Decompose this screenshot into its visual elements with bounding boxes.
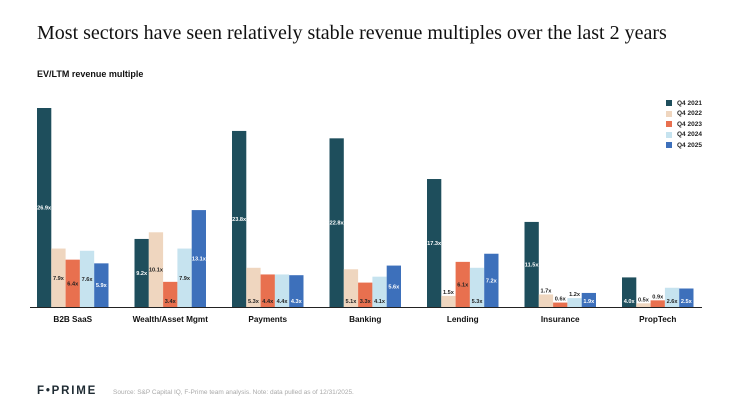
legend-label: Q4 2021 bbox=[677, 99, 702, 107]
category-label: Lending bbox=[447, 315, 479, 324]
bar-value-label: 5.9x bbox=[96, 283, 108, 289]
legend-item: Q4 2021 bbox=[666, 98, 702, 109]
bar-value-label: 5.1x bbox=[346, 299, 358, 305]
bar-q4-2025 bbox=[581, 292, 596, 307]
bar-value-label: 7.6x bbox=[82, 277, 94, 283]
bar-value-label: 5.3x bbox=[248, 299, 260, 305]
bar-value-label: 13.1x bbox=[192, 257, 207, 263]
bar-q4-2023 bbox=[65, 259, 80, 307]
bar-value-label: 5.6x bbox=[388, 284, 400, 290]
bar-value-label: 7.9x bbox=[179, 276, 191, 282]
bar-q4-2024 bbox=[177, 248, 192, 307]
legend-swatch bbox=[666, 142, 672, 149]
bar-value-label: 1.2x bbox=[569, 292, 581, 298]
bar-q4-2024 bbox=[274, 274, 290, 307]
bar-value-label: 3.4x bbox=[165, 299, 177, 305]
bar-q4-2021 bbox=[524, 221, 539, 307]
bar-q4-2022 bbox=[538, 294, 554, 307]
bar-q4-2024 bbox=[79, 250, 95, 307]
bar-q4-2023 bbox=[358, 282, 373, 307]
bar-q4-2023 bbox=[553, 302, 568, 307]
legend-item: Q4 2022 bbox=[666, 109, 702, 120]
legend-item: Q4 2024 bbox=[666, 130, 702, 141]
bar-value-label: 10.1x bbox=[149, 268, 164, 274]
bar-q4-2021 bbox=[232, 130, 247, 307]
legend-label: Q4 2025 bbox=[677, 141, 702, 149]
bar-value-label: 0.9x bbox=[652, 294, 664, 300]
bar-value-label: 4.4x bbox=[262, 299, 274, 305]
bar-q4-2022 bbox=[636, 303, 651, 307]
bar-value-label: 5.3x bbox=[472, 299, 484, 305]
legend-label: Q4 2024 bbox=[677, 131, 702, 139]
bar-value-label: 4.4x bbox=[277, 299, 289, 305]
bar-q4-2024 bbox=[372, 276, 387, 307]
bar-q4-2021 bbox=[622, 277, 637, 307]
bar-value-label: 23.8x bbox=[232, 217, 247, 223]
bar-q4-2025 bbox=[191, 210, 206, 307]
y-axis-label: EV/LTM revenue multiple bbox=[37, 69, 144, 79]
legend-item: Q4 2025 bbox=[666, 140, 702, 151]
bar-q4-2025 bbox=[386, 265, 401, 307]
bar-value-label: 26.9x bbox=[37, 206, 52, 212]
legend-item: Q4 2023 bbox=[666, 119, 702, 130]
bar-value-label: 2.6x bbox=[667, 299, 679, 305]
bar-q4-2022 bbox=[343, 269, 359, 307]
bar-q4-2021 bbox=[134, 238, 149, 307]
legend-swatch bbox=[666, 100, 672, 107]
bar-value-label: 4.1x bbox=[374, 299, 386, 305]
category-label: Banking bbox=[349, 315, 381, 324]
bar-q4-2021 bbox=[427, 179, 442, 307]
bar-q4-2024 bbox=[469, 267, 485, 307]
bar-q4-2023 bbox=[260, 274, 275, 307]
legend-label: Q4 2022 bbox=[677, 110, 702, 118]
category-label: PropTech bbox=[639, 315, 676, 324]
bar-q4-2024 bbox=[567, 298, 582, 307]
legend-swatch bbox=[666, 110, 672, 117]
bar-q4-2025 bbox=[94, 263, 109, 307]
legend-swatch bbox=[666, 121, 672, 128]
bar-value-label: 6.4x bbox=[67, 281, 79, 287]
bar-value-label: 0.5x bbox=[638, 297, 650, 303]
bar-value-label: 3.3x bbox=[360, 299, 372, 305]
bar-q4-2022 bbox=[148, 232, 164, 307]
category-label: Wealth/Asset Mgmt bbox=[133, 315, 209, 324]
bar-q4-2023 bbox=[163, 281, 178, 307]
bar-q4-2025 bbox=[289, 275, 304, 307]
bar-value-label: 2.5x bbox=[681, 299, 693, 305]
bar-value-label: 4.3x bbox=[291, 299, 303, 305]
legend: Q4 2021 Q4 2022 Q4 2023 Q4 2024 Q4 2025 bbox=[666, 98, 702, 151]
bar-q4-2022 bbox=[441, 295, 456, 307]
bar-value-label: 11.5x bbox=[525, 262, 540, 268]
bar-q4-2021 bbox=[37, 108, 52, 307]
bar-value-label: 1.9x bbox=[583, 299, 595, 305]
category-label: Insurance bbox=[541, 315, 580, 324]
bar-value-label: 9.2x bbox=[136, 271, 148, 277]
bar-q4-2022 bbox=[246, 267, 261, 307]
bar-value-label: 1.5x bbox=[443, 290, 455, 296]
bar-q4-2025 bbox=[679, 288, 694, 307]
bar-value-label: 6.1x bbox=[457, 282, 469, 288]
bar-value-label: 22.8x bbox=[330, 221, 345, 227]
legend-label: Q4 2023 bbox=[677, 120, 702, 128]
bar-q4-2025 bbox=[484, 253, 499, 307]
fprime-logo: F•PRIME bbox=[37, 385, 98, 397]
legend-swatch bbox=[666, 131, 672, 138]
bar-q4-2022 bbox=[51, 248, 66, 307]
bar-value-label: 7.2x bbox=[486, 278, 498, 284]
bar-q4-2023 bbox=[650, 300, 665, 307]
bar-q4-2024 bbox=[664, 287, 680, 307]
source-note: Source: S&P Capital IQ, F-Prime team ana… bbox=[113, 389, 354, 396]
category-label: B2B SaaS bbox=[53, 315, 92, 324]
bar-value-label: 17.3x bbox=[427, 241, 442, 247]
bar-q4-2021 bbox=[329, 138, 344, 307]
bar-value-label: 4.0x bbox=[624, 299, 636, 305]
bar-q4-2023 bbox=[455, 261, 470, 307]
chart-title: Most sectors have seen relatively stable… bbox=[37, 22, 667, 44]
bar-value-label: 7.9x bbox=[53, 276, 65, 282]
category-label: Payments bbox=[248, 315, 287, 324]
bar-value-label: 0.6x bbox=[555, 297, 567, 303]
bar-value-label: 1.7x bbox=[541, 288, 553, 294]
